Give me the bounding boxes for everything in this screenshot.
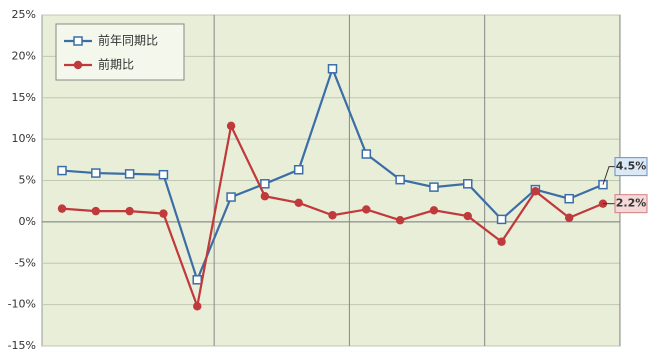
data-point <box>260 192 270 201</box>
y-tick-label: 10% <box>12 132 36 145</box>
data-point <box>531 187 540 196</box>
data-point <box>496 214 507 225</box>
data-point <box>260 179 270 189</box>
y-tick-label: -15% <box>8 339 36 349</box>
data-point <box>91 206 101 216</box>
data-point <box>395 174 405 185</box>
value-label-box <box>614 157 648 177</box>
data-point <box>463 211 472 221</box>
data-point <box>463 179 473 189</box>
data-point <box>294 198 303 208</box>
data-point <box>226 192 236 202</box>
data-point <box>57 204 67 213</box>
data-point <box>429 206 439 215</box>
data-point <box>125 206 134 216</box>
data-point <box>327 64 338 74</box>
value-label: 2.2% <box>616 197 647 210</box>
y-tick-label: -5% <box>15 256 36 269</box>
data-point <box>57 165 67 176</box>
y-tick-label: 20% <box>12 49 36 62</box>
data-point <box>193 302 202 311</box>
legend-label: 前年同期比 <box>98 33 158 48</box>
y-tick-label: 15% <box>12 91 36 104</box>
data-point <box>293 164 304 175</box>
legend-box <box>55 23 185 81</box>
data-point <box>361 149 372 159</box>
legend-marker <box>73 60 83 70</box>
data-point <box>158 169 169 180</box>
data-point <box>159 209 168 218</box>
data-point <box>395 216 405 225</box>
legend-marker <box>73 36 83 46</box>
y-tick-label: -10% <box>8 298 36 311</box>
data-point <box>91 168 101 178</box>
legend-label: 前期比 <box>98 57 134 72</box>
label-leader <box>602 166 615 185</box>
data-point <box>497 237 506 246</box>
data-point <box>429 182 439 192</box>
data-point <box>328 211 337 220</box>
value-label: 4.5% <box>616 160 647 173</box>
y-tick-label: 25% <box>12 8 36 21</box>
y-tick-label: 5% <box>19 174 36 187</box>
data-point <box>564 213 574 222</box>
data-point <box>192 275 202 285</box>
data-point <box>362 205 371 214</box>
data-point <box>226 121 236 131</box>
data-point <box>564 193 574 204</box>
y-tick-label: 0% <box>19 215 36 228</box>
value-label-box <box>614 194 648 214</box>
data-point <box>124 169 135 179</box>
